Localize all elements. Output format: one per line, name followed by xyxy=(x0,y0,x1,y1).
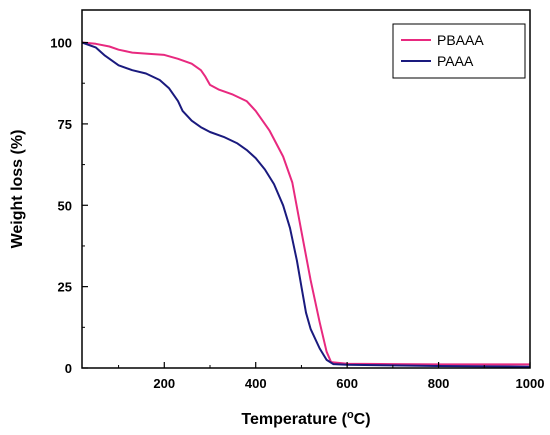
x-tick-label: 1000 xyxy=(516,376,545,391)
series-line-pbaaa xyxy=(81,41,530,366)
y-tick-label: 100 xyxy=(50,36,72,51)
x-axis-ticks: 200 400 600 800 1000 xyxy=(118,362,545,391)
y-axis-ticks: 0 25 50 75 100 xyxy=(50,36,88,376)
x-tick-label: 600 xyxy=(336,376,358,391)
legend: PBAAA PAAA xyxy=(392,23,526,79)
x-tick-label: 400 xyxy=(245,376,267,391)
legend-label: PBAAA xyxy=(437,32,484,48)
x-tick-label: 200 xyxy=(153,376,175,391)
plot-area: 200 400 600 800 1000 0 25 50 75 100 xyxy=(50,9,545,391)
legend-label: PAAA xyxy=(437,53,474,69)
y-tick-label: 25 xyxy=(58,280,72,295)
x-axis-title: Temperature (oC) xyxy=(241,409,370,428)
y-tick-label: 50 xyxy=(58,198,72,213)
y-axis-title: Weight loss (%) xyxy=(9,130,26,249)
series-line-paaa xyxy=(81,41,531,368)
y-tick-label: 75 xyxy=(58,117,72,132)
x-tick-label: 800 xyxy=(428,376,450,391)
plot-frame xyxy=(81,9,531,369)
legend-box xyxy=(392,23,526,79)
series-layer xyxy=(81,41,531,368)
y-tick-label: 0 xyxy=(65,361,72,376)
x-axis-title-superscript: o xyxy=(347,409,354,421)
